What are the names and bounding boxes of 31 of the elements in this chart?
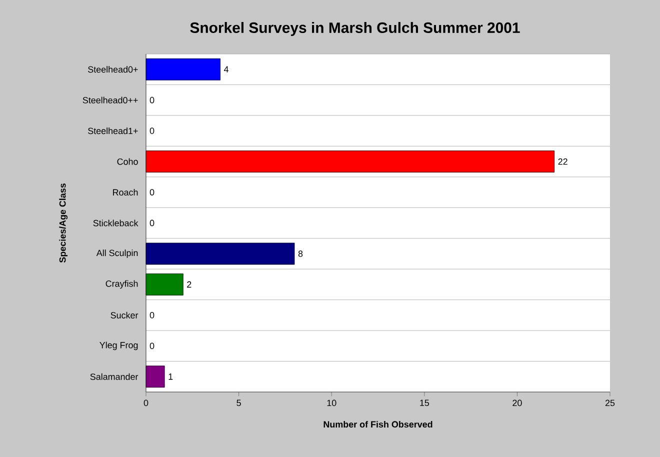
x-tick-label: 10 — [327, 400, 336, 406]
x-axis-title: Number of Fish Observed — [324, 420, 432, 428]
x-tick-label: 15 — [420, 400, 430, 406]
y-tick-label: Steelhead0++ — [82, 96, 138, 104]
data-label: 0 — [150, 189, 154, 196]
y-tick-label: Steelhead0+ — [88, 66, 138, 73]
data-label: 8 — [298, 250, 303, 257]
data-label: 1 — [168, 374, 173, 380]
data-label: 0 — [150, 312, 154, 318]
x-tick-label: 5 — [236, 400, 241, 406]
y-tick-label: Steelhead1+ — [88, 128, 138, 134]
x-tick-label: 25 — [605, 400, 615, 406]
y-tick-label: Roach — [113, 188, 138, 196]
x-tick-label: 20 — [512, 400, 522, 406]
data-label: 0 — [150, 220, 154, 226]
data-label: 0 — [150, 342, 154, 350]
y-tick-label: Crayfish — [106, 280, 138, 289]
data-label: 4 — [224, 66, 228, 72]
chart-title: Snorkel Surveys in Marsh Gulch Summer 2001 — [190, 22, 520, 36]
y-axis-title: Species/Age Class — [59, 183, 68, 263]
y-tick-label: Sucker — [110, 312, 138, 318]
y-tick-label: Stickleback — [93, 220, 138, 226]
x-tick-label: 0 — [144, 400, 148, 406]
y-tick-label: Coho — [117, 158, 138, 165]
y-tick-label: Salamander — [90, 373, 138, 380]
data-label: 22 — [558, 158, 568, 165]
data-label: 0 — [150, 128, 154, 134]
y-tick-label: Yleg Frog — [100, 342, 138, 350]
y-tick-label: All Sculpin — [96, 250, 138, 258]
data-label: 0 — [150, 96, 154, 104]
data-label: 2 — [187, 281, 192, 288]
